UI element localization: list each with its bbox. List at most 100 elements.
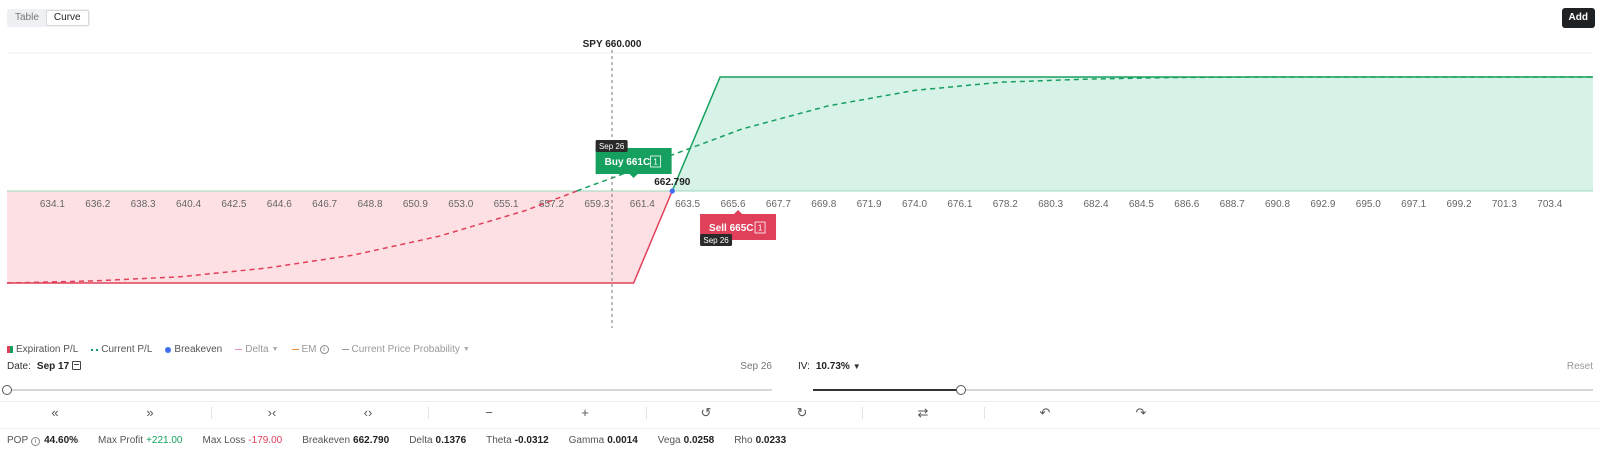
x-tick-label: 690.8 [1265, 199, 1290, 210]
legend-current-pl[interactable]: Current P/L [91, 344, 152, 355]
date-slider-thumb[interactable] [2, 385, 12, 395]
stat-breakeven: Breakeven 662.790 [302, 435, 389, 446]
history-forward-icon[interactable]: ↻ [796, 405, 808, 420]
x-tick-label: 648.8 [357, 199, 382, 210]
double-chevron-left-icon[interactable]: « [51, 405, 59, 420]
date-value[interactable]: Sep 17 [36, 361, 70, 372]
theta-label: Theta [486, 435, 512, 446]
x-tick-label: 701.3 [1492, 199, 1517, 210]
current-pl-profit-line [576, 76, 1593, 192]
x-tick-label: 650.9 [403, 199, 428, 210]
buy-leg-expiry-bg [595, 140, 628, 152]
sell-leg-qty: 1 [758, 224, 763, 233]
info-icon[interactable]: i [31, 437, 41, 446]
add-button[interactable]: Add [1561, 8, 1595, 28]
calendar-icon[interactable] [72, 361, 82, 370]
delta-swatch-icon [235, 349, 243, 350]
pl-chart: 634.1 636.2 638.3 640.4 642.5 644.6 646.7 648.8… [6, 39, 1593, 328]
minus-icon[interactable]: − [485, 405, 493, 420]
x-tick-label: 676.1 [947, 199, 972, 210]
x-tick-label: 640.4 [176, 199, 201, 210]
sell-leg-expiry-bg [700, 234, 733, 246]
date-slider-track[interactable] [7, 389, 772, 391]
stat-pop: POP i 44.60% [7, 435, 78, 446]
loss-area [7, 191, 673, 283]
chevron-down-icon: ▼ [462, 346, 470, 353]
chart-toolbar: « » ›‹ ‹› − + ↺ ↻ ⇄ ↶ ↷ [0, 403, 1600, 423]
x-tick-label: 644.6 [267, 199, 292, 210]
history-back-icon[interactable]: ↺ [700, 405, 712, 420]
legend-breakeven[interactable]: Breakeven [165, 344, 222, 355]
legend-em[interactable]: EM i [291, 344, 329, 355]
tab-table[interactable]: Table [15, 12, 39, 23]
expiration-swatch-icon [7, 346, 13, 353]
x-tick-label: 638.3 [131, 199, 156, 210]
sell-leg-marker[interactable]: Sell 665C 1 Sep 26 [700, 210, 777, 246]
pop-value: 44.60% [44, 435, 79, 446]
delta-value: 0.1376 [435, 435, 467, 446]
max-loss-value: -179.00 [248, 435, 283, 446]
stat-theta: Theta -0.0312 [486, 435, 549, 446]
vega-value: 0.0258 [683, 435, 715, 446]
legend-delta[interactable]: Delta ▼ [235, 344, 279, 355]
stat-vega: Vega 0.0258 [658, 435, 714, 446]
x-tick-label: 680.3 [1038, 199, 1063, 210]
buy-leg-label: Buy 661C [605, 157, 651, 168]
x-tick-label: 642.5 [221, 199, 246, 210]
chevron-down-icon[interactable]: ▼ [852, 362, 861, 371]
collapse-icon[interactable]: ›‹ [267, 405, 277, 420]
position-stats: POP i 44.60% Max Profit +221.00 Max Loss -17… [7, 435, 786, 446]
iv-slider-fill [813, 389, 962, 391]
breakeven-label: 662.790 [654, 177, 691, 188]
x-tick-label: 665.6 [720, 199, 745, 210]
x-tick-label: 695.0 [1356, 199, 1381, 210]
tab-curve[interactable]: Curve [45, 10, 89, 26]
gamma-value: 0.0014 [607, 435, 638, 446]
toolbar-separator [646, 407, 647, 419]
legend-current-label: Current P/L [101, 344, 153, 355]
undo-icon[interactable]: ↶ [1039, 405, 1051, 420]
breakeven-marker[interactable] [669, 188, 675, 194]
stat-max-loss: Max Loss -179.00 [203, 435, 283, 446]
iv-label: IV: [798, 361, 810, 372]
buy-leg-expiry: Sep 26 [599, 142, 625, 151]
x-tick-label: 671.9 [857, 199, 882, 210]
x-tick-label: 636.2 [85, 199, 110, 210]
swap-icon[interactable]: ⇄ [917, 405, 929, 420]
legend-probability[interactable]: Current Price Probability ▼ [341, 344, 470, 355]
plus-icon[interactable]: + [581, 405, 589, 420]
info-icon[interactable]: i [319, 345, 329, 354]
x-tick-label: 682.4 [1083, 199, 1108, 210]
rho-label: Rho [734, 435, 753, 446]
toolbar-separator [984, 407, 985, 419]
pop-label: POP [7, 435, 29, 446]
x-tick-label: 655.1 [494, 199, 519, 210]
x-tick-label: 674.0 [902, 199, 927, 210]
iv-slider-track[interactable] [813, 389, 1593, 391]
x-tick-label: 646.7 [312, 199, 337, 210]
reset-button[interactable]: Reset [1566, 361, 1593, 372]
date-control: Date: Sep 17 Sep 26 [7, 361, 772, 372]
toolbar-separator [211, 407, 212, 419]
expand-icon[interactable]: ‹› [363, 405, 373, 420]
x-tick-label: 697.1 [1401, 199, 1426, 210]
stat-gamma: Gamma 0.0014 [569, 435, 638, 446]
x-tick-label: 692.9 [1310, 199, 1335, 210]
redo-icon[interactable]: ↷ [1135, 405, 1147, 420]
stat-rho: Rho 0.0233 [734, 435, 786, 446]
x-tick-label: 688.7 [1220, 199, 1245, 210]
x-tick-label: 653.0 [448, 199, 473, 210]
buy-leg-marker[interactable]: Buy 661C 1 Sep 26 [595, 140, 672, 178]
x-tick-label: 703.4 [1537, 199, 1562, 210]
iv-value[interactable]: 10.73% [815, 361, 850, 372]
current-pl-loss-line [6, 190, 578, 284]
iv-slider-thumb[interactable] [956, 385, 967, 395]
double-chevron-right-icon[interactable]: » [146, 405, 154, 420]
toolbar-separator [428, 407, 429, 419]
legend-expiration-label: Expiration P/L [16, 344, 79, 355]
x-tick-label: 657.2 [539, 199, 564, 210]
legend-expiration-pl[interactable]: Expiration P/L [7, 344, 78, 355]
theta-value: -0.0312 [514, 435, 549, 446]
view-toggle: Table Curve [7, 9, 90, 27]
delta-label: Delta [409, 435, 433, 446]
